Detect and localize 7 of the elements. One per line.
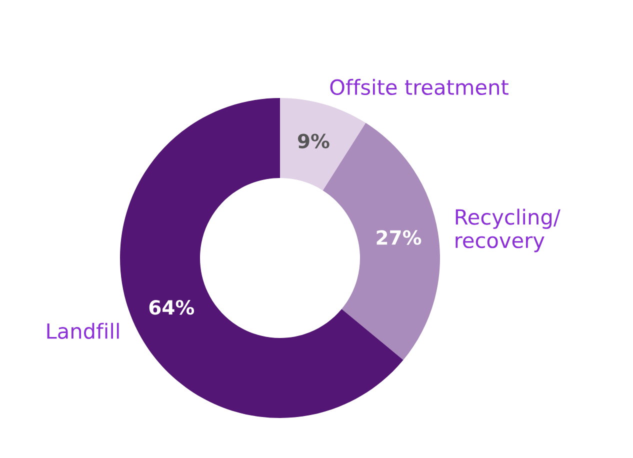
donut-slice — [280, 98, 366, 190]
data-label: 9% — [298, 134, 330, 148]
slice-label: Recycling/ recovery — [456, 208, 560, 252]
slice-label: Landfill — [47, 322, 119, 339]
data-label: 64% — [149, 300, 194, 315]
data-label: 27% — [376, 230, 422, 245]
slice-label: Offsite treatment — [330, 78, 508, 96]
